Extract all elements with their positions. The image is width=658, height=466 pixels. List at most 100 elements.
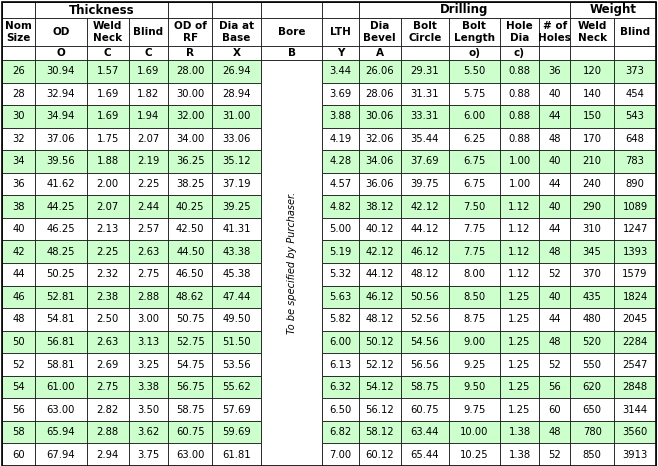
Bar bbox=[35, 286, 87, 308]
Text: 1.12: 1.12 bbox=[508, 202, 530, 212]
Bar bbox=[168, 173, 213, 195]
Bar bbox=[213, 398, 261, 421]
Bar bbox=[261, 18, 322, 46]
Bar bbox=[449, 353, 499, 376]
Bar bbox=[540, 195, 570, 218]
Bar bbox=[2, 308, 35, 331]
Text: 2.32: 2.32 bbox=[97, 269, 119, 279]
Text: 1.94: 1.94 bbox=[138, 111, 159, 121]
Bar bbox=[168, 128, 213, 150]
Bar bbox=[449, 173, 499, 195]
Text: 2.50: 2.50 bbox=[97, 315, 119, 324]
Text: 7.50: 7.50 bbox=[463, 202, 486, 212]
Bar bbox=[213, 46, 261, 60]
Text: 58.81: 58.81 bbox=[47, 359, 75, 370]
Text: 46.12: 46.12 bbox=[365, 292, 394, 302]
Bar bbox=[449, 195, 499, 218]
Text: 3.25: 3.25 bbox=[138, 359, 159, 370]
Bar bbox=[35, 218, 87, 240]
Bar bbox=[87, 240, 128, 263]
Text: 5.50: 5.50 bbox=[463, 66, 486, 76]
Text: X: X bbox=[232, 48, 241, 58]
Bar bbox=[449, 376, 499, 398]
Bar bbox=[499, 82, 540, 105]
Text: 2.75: 2.75 bbox=[97, 382, 119, 392]
Bar bbox=[168, 240, 213, 263]
Bar bbox=[570, 263, 614, 286]
Bar bbox=[128, 105, 168, 128]
Bar bbox=[87, 421, 128, 444]
Bar bbox=[168, 421, 213, 444]
Bar bbox=[213, 105, 261, 128]
Bar bbox=[261, 218, 322, 240]
Bar bbox=[570, 128, 614, 150]
Bar bbox=[35, 173, 87, 195]
Text: 48.25: 48.25 bbox=[47, 247, 75, 257]
Text: 48.12: 48.12 bbox=[411, 269, 439, 279]
Text: 1.00: 1.00 bbox=[509, 179, 530, 189]
Bar bbox=[87, 398, 128, 421]
Bar bbox=[168, 331, 213, 353]
Bar bbox=[35, 398, 87, 421]
Bar bbox=[128, 128, 168, 150]
Bar bbox=[322, 195, 359, 218]
Text: 55.62: 55.62 bbox=[222, 382, 251, 392]
Text: Weld
Neck: Weld Neck bbox=[578, 21, 607, 43]
Text: 2.82: 2.82 bbox=[97, 404, 119, 415]
Bar bbox=[499, 353, 540, 376]
Text: 60: 60 bbox=[13, 450, 25, 460]
Text: 46.12: 46.12 bbox=[411, 247, 439, 257]
Text: 150: 150 bbox=[582, 111, 601, 121]
Bar bbox=[261, 240, 322, 263]
Bar bbox=[401, 46, 449, 60]
Bar bbox=[499, 173, 540, 195]
Bar bbox=[614, 150, 656, 173]
Bar bbox=[261, 263, 322, 286]
Text: 54.75: 54.75 bbox=[176, 359, 205, 370]
Bar bbox=[570, 18, 614, 46]
Text: Drilling: Drilling bbox=[440, 4, 489, 16]
Text: 2.44: 2.44 bbox=[138, 202, 159, 212]
Text: 40.12: 40.12 bbox=[365, 224, 394, 234]
Bar bbox=[499, 2, 540, 18]
Bar bbox=[2, 421, 35, 444]
Text: 2.13: 2.13 bbox=[97, 224, 119, 234]
Bar bbox=[35, 105, 87, 128]
Bar bbox=[570, 286, 614, 308]
Text: 1.25: 1.25 bbox=[508, 382, 530, 392]
Text: 42: 42 bbox=[13, 247, 25, 257]
Bar bbox=[449, 105, 499, 128]
Bar bbox=[322, 18, 359, 46]
Text: 36.06: 36.06 bbox=[365, 179, 394, 189]
Bar bbox=[449, 286, 499, 308]
Bar bbox=[322, 240, 359, 263]
Text: 48: 48 bbox=[13, 315, 25, 324]
Bar bbox=[401, 444, 449, 466]
Bar bbox=[322, 263, 359, 286]
Text: 5.75: 5.75 bbox=[463, 89, 486, 99]
Text: 4.19: 4.19 bbox=[330, 134, 351, 144]
Text: 6.00: 6.00 bbox=[463, 111, 486, 121]
Bar bbox=[2, 398, 35, 421]
Bar bbox=[359, 263, 401, 286]
Bar bbox=[2, 218, 35, 240]
Bar bbox=[35, 444, 87, 466]
Bar bbox=[499, 240, 540, 263]
Text: 1.38: 1.38 bbox=[509, 427, 530, 437]
Bar bbox=[359, 308, 401, 331]
Bar bbox=[2, 173, 35, 195]
Text: 6.00: 6.00 bbox=[330, 337, 351, 347]
Bar bbox=[322, 82, 359, 105]
Bar bbox=[35, 18, 87, 46]
Text: 3560: 3560 bbox=[622, 427, 647, 437]
Text: 52.81: 52.81 bbox=[47, 292, 75, 302]
Text: 6.13: 6.13 bbox=[330, 359, 351, 370]
Bar bbox=[614, 353, 656, 376]
Text: 36.25: 36.25 bbox=[176, 157, 205, 166]
Text: 2547: 2547 bbox=[622, 359, 647, 370]
Text: 0.88: 0.88 bbox=[509, 111, 530, 121]
Bar bbox=[35, 60, 87, 82]
Text: Weld
Neck: Weld Neck bbox=[93, 21, 122, 43]
Bar bbox=[261, 353, 322, 376]
Bar bbox=[213, 82, 261, 105]
